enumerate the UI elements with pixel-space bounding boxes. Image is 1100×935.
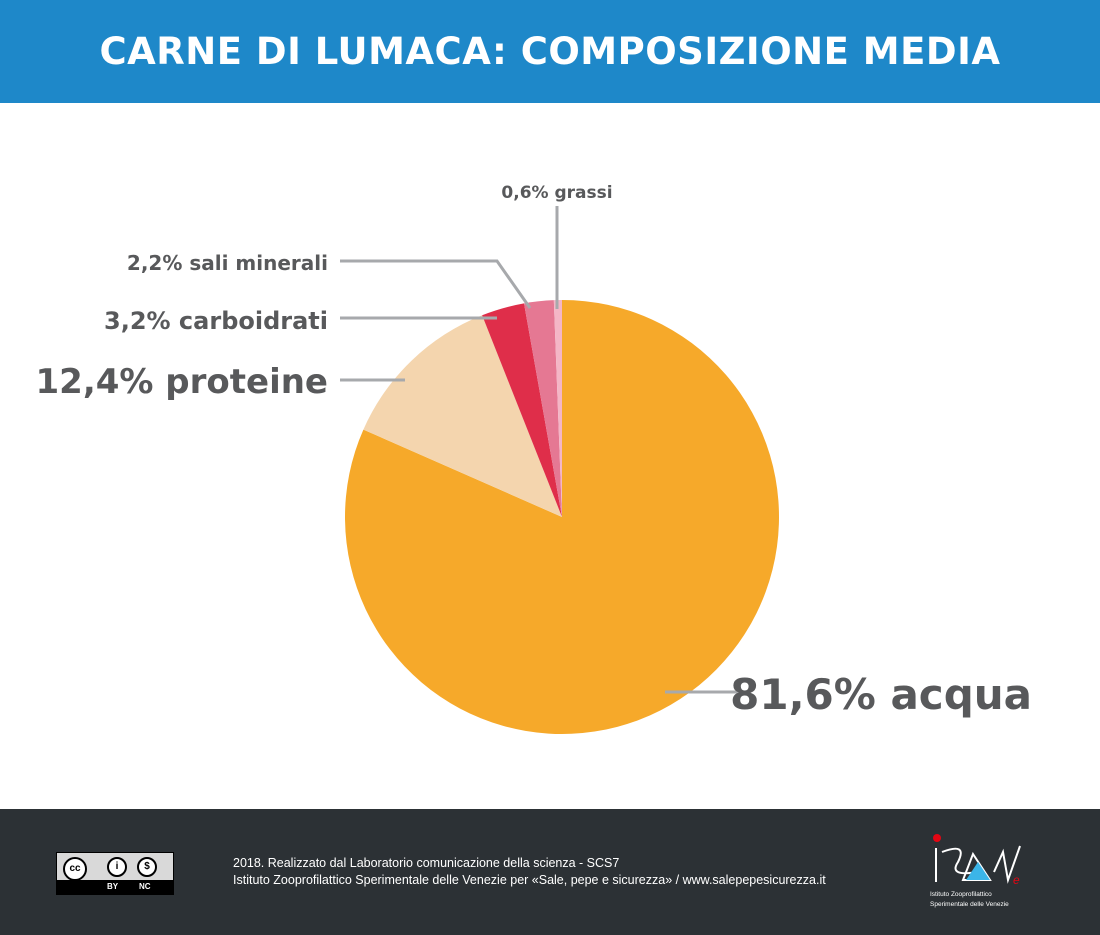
label-sali-minerali: 2,2% sali minerali [127, 251, 328, 275]
pie-slice-proteine [363, 315, 562, 517]
pie-slice-carboidrati [482, 303, 562, 517]
noncommercial-icon: $ [137, 857, 157, 877]
leader-sali [340, 259, 532, 309]
logo-text-2: Sperimentale delle Venezie [930, 901, 1009, 908]
pie-slice-sali-minerali [524, 300, 562, 517]
credits: 2018. Realizzato dal Laboratorio comunic… [233, 855, 826, 889]
nc-label: NC [139, 882, 151, 891]
credits-line-2: Istituto Zooprofilattico Sperimentale de… [233, 873, 826, 887]
attribution-icon: i [107, 857, 127, 877]
pie-chart: 81,6% acqua 12,4% proteine 3,2% carboidr… [36, 183, 1032, 734]
leader-lines [340, 206, 745, 694]
label-acqua: 81,6% acqua [730, 670, 1032, 719]
label-proteine: 12,4% proteine [36, 362, 329, 402]
by-label: BY [107, 882, 119, 891]
credits-line-1: 2018. Realizzato dal Laboratorio comunic… [233, 856, 620, 870]
izsve-logo: e Istituto Zooprofilattico Sperimentale … [930, 834, 1021, 908]
header-banner: CARNE DI LUMACA: COMPOSIZIONE MEDIA [0, 0, 1100, 103]
cc-icon: cc [63, 857, 87, 881]
label-carboidrati: 3,2% carboidrati [104, 307, 328, 335]
label-grassi: 0,6% grassi [501, 183, 612, 203]
cc-license-badge[interactable]: cc i $ BY NC [56, 852, 174, 895]
page-title: CARNE DI LUMACA: COMPOSIZIONE MEDIA [99, 30, 1001, 73]
svg-text:e: e [1013, 873, 1020, 887]
pie-slice-grassi [553, 300, 562, 517]
logo-text-1: Istituto Zooprofilattico [930, 891, 992, 898]
footer [0, 809, 1100, 935]
